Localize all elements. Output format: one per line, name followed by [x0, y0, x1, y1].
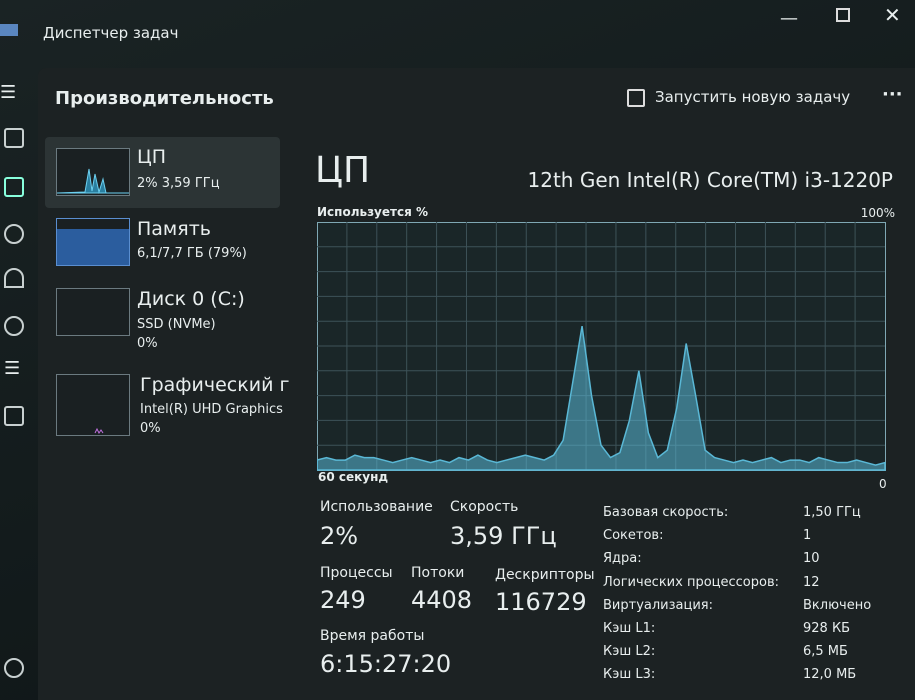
stat-label: Потоки [411, 565, 465, 581]
stat-value: 116729 [495, 588, 587, 616]
detail-label: Базовая скорость: [603, 505, 729, 520]
detail-value: 1 [803, 528, 812, 544]
device-name[interactable]: Память [137, 218, 211, 240]
detail-label: Кэш L1: [603, 621, 656, 636]
x-end-label: 0 [879, 477, 887, 491]
nav-details[interactable]: ☰ [4, 358, 21, 379]
memory-thumbnail [56, 218, 130, 266]
y-axis-label: Используется % [317, 205, 428, 219]
menu-button[interactable]: ☰ [0, 82, 17, 103]
stat-label: Дескрипторы [495, 567, 595, 583]
more-button[interactable]: ··· [882, 84, 903, 105]
nav-users[interactable] [4, 316, 24, 336]
detail-value: 928 КБ [803, 621, 851, 636]
main-title: ЦП [315, 150, 371, 191]
window-title: Диспетчер задач [43, 24, 179, 42]
detail-label: Кэш L3: [603, 667, 656, 683]
x-axis-label: 60 секунд [318, 470, 389, 484]
detail-label: Кэш L2: [603, 644, 656, 660]
page-title: Производительность [55, 88, 274, 109]
device-name[interactable]: Диск 0 (C:) [137, 288, 245, 310]
nav-processes[interactable] [4, 128, 24, 148]
detail-value: 1,50 ГГц [803, 505, 861, 520]
nav-startup[interactable] [4, 268, 24, 288]
minimize-button[interactable]: — [780, 8, 798, 29]
device-detail: Intel(R) UHD Graphics [140, 402, 283, 417]
stat-label: Процессы [320, 565, 393, 581]
nav-settings[interactable] [4, 658, 24, 678]
close-button[interactable]: ✕ [884, 3, 901, 27]
nav-history[interactable] [4, 224, 24, 244]
cpu-thumbnail [56, 148, 130, 196]
stat-value: 249 [320, 586, 366, 614]
device-name[interactable]: Графический г [140, 374, 290, 396]
detail-value: 6,5 МБ [803, 644, 848, 660]
cpu-graph [317, 222, 886, 471]
stat-value: 4408 [411, 586, 473, 614]
stat-label: Скорость [450, 499, 519, 515]
device-name[interactable]: ЦП [137, 146, 167, 168]
device-detail: 6,1/7,7 ГБ (79%) [137, 246, 247, 261]
gpu-thumbnail [56, 374, 130, 436]
detail-value: 12,0 МБ [803, 667, 857, 683]
detail-label: Ядра: [603, 551, 642, 567]
app-icon [0, 24, 18, 36]
y-max-label: 100% [860, 206, 895, 220]
device-usage: 0% [137, 336, 158, 351]
stat-value: 6:15:27:20 [320, 650, 452, 678]
device-detail: 2% 3,59 ГГц [137, 176, 220, 191]
new-task-button[interactable]: Запустить новую задачу [655, 88, 851, 106]
stat-label: Использование [320, 499, 433, 515]
detail-value: 10 [803, 551, 820, 567]
device-detail: SSD (NVMe) [137, 317, 216, 332]
detail-label: Виртуализация: [603, 597, 713, 613]
detail-value: Включено [803, 597, 872, 613]
cpu-model: 12th Gen Intel(R) Core(TM) i3-1220P [527, 168, 893, 192]
detail-label: Логических процессоров: [603, 574, 780, 590]
device-usage: 0% [140, 421, 161, 436]
nav-services[interactable] [4, 406, 24, 426]
disk-thumbnail [56, 288, 130, 336]
stat-value: 2% [320, 522, 359, 550]
detail-label: Сокетов: [603, 528, 664, 544]
cpu-area [317, 326, 886, 471]
stat-label: Время работы [320, 628, 425, 644]
detail-value: 12 [803, 574, 820, 590]
new-task-icon[interactable] [627, 89, 645, 107]
stat-value: 3,59 ГГц [450, 522, 557, 550]
maximize-button[interactable] [836, 8, 850, 22]
nav-performance[interactable] [4, 177, 24, 197]
